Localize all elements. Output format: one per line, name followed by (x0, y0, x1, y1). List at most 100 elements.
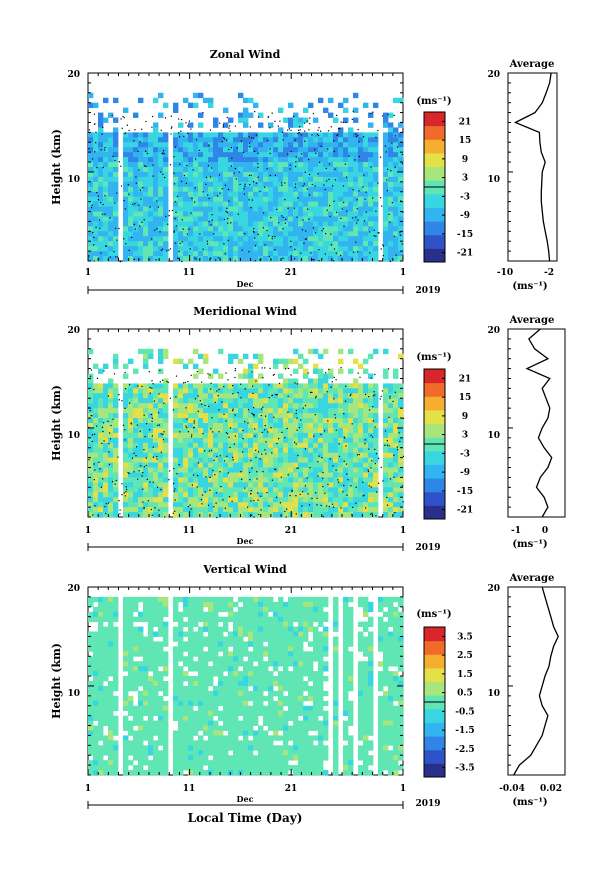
heatmap-cell (193, 176, 199, 183)
contour-dot (142, 488, 144, 490)
contour-dot (121, 400, 123, 402)
heatmap-cell (273, 502, 279, 508)
heatmap-cell (103, 705, 109, 712)
vertical-wind-panel: Vertical Wind Height (km) 20 10 1 11 21 … (50, 563, 566, 809)
heatmap-cell (258, 457, 264, 463)
heatmap-cell (173, 388, 179, 394)
heatmap-cell (288, 122, 294, 128)
heatmap-cell (133, 246, 139, 252)
heatmap-cell (128, 408, 134, 414)
heatmap-cell (208, 216, 214, 222)
heatmap-cell (153, 393, 159, 399)
heatmap-cell (343, 117, 349, 123)
heatmap-cell (98, 157, 104, 163)
heatmap-cell (238, 157, 244, 163)
contour-dot (227, 472, 229, 474)
heatmap-cell (143, 137, 149, 143)
heatmap-cell (93, 695, 99, 702)
heatmap-cell (368, 122, 374, 128)
heatmap-cell (113, 447, 119, 454)
contour-dot (133, 140, 135, 142)
heatmap-cell (143, 442, 149, 449)
heatmap-cell (113, 256, 119, 262)
heatmap-cell (243, 246, 249, 252)
heatmap-cell (248, 157, 254, 163)
contour-dot (358, 453, 360, 456)
heatmap-cell (283, 142, 289, 148)
contour-dot (315, 492, 317, 494)
heatmap-cell (108, 383, 114, 389)
contour-dot (297, 197, 299, 199)
heatmap-cell (373, 418, 379, 424)
heatmap-cell (288, 137, 294, 143)
heatmap-cell (253, 176, 259, 183)
heatmap-cell (343, 427, 349, 434)
heatmap-cell (88, 765, 94, 771)
contour-dot (369, 252, 371, 254)
heatmap-cell (173, 137, 179, 143)
heatmap-cell (238, 373, 244, 379)
heatmap-cell (138, 216, 144, 222)
heatmap-cell (223, 157, 229, 163)
heatmap-cell (98, 186, 104, 193)
heatmap-cell (308, 507, 314, 513)
heatmap-cell (293, 507, 299, 513)
heatmap-cell (263, 467, 269, 473)
heatmap-cell (128, 502, 134, 508)
heatmap-cell (313, 186, 319, 193)
contour-dot (259, 259, 261, 261)
contour-dot (179, 242, 181, 244)
heatmap-cell (88, 611, 94, 618)
contour-dot (109, 256, 111, 258)
heatmap-cell (388, 408, 394, 414)
heatmap-cell (263, 393, 269, 399)
heatmap-cell (223, 142, 229, 148)
contour-dot (382, 244, 384, 246)
heatmap-cell (133, 196, 139, 203)
heatmap-cell (288, 408, 294, 414)
heatmap-cell (163, 447, 169, 454)
heatmap-cell (318, 137, 324, 143)
heatmap-cell (93, 705, 99, 712)
heatmap-cell (98, 167, 104, 173)
contour-dot (193, 426, 195, 428)
heatmap-cell (148, 226, 154, 232)
contour-dot (121, 494, 123, 496)
heatmap-cell (198, 413, 204, 419)
heatmap-cell (148, 176, 154, 183)
heatmap-cell (223, 191, 229, 198)
contour-dot (193, 420, 195, 422)
heatmap-cell (123, 383, 129, 389)
heatmap-cell (163, 492, 169, 498)
heatmap-cell (343, 437, 349, 444)
heatmap-cell (273, 176, 279, 183)
heatmap-cell (188, 492, 194, 498)
heatmap-cell (218, 171, 224, 178)
heatmap-cell (233, 413, 239, 419)
contour-dot (196, 486, 198, 488)
contour-dot (373, 235, 375, 237)
heatmap-cell (388, 201, 394, 207)
contour-dot (295, 513, 297, 515)
heatmap-cell (298, 512, 304, 518)
heatmap-cell (163, 171, 169, 178)
contour-dot (401, 153, 403, 156)
contour-dot (291, 490, 293, 492)
contour-dot (257, 163, 259, 165)
heatmap-cell (358, 388, 364, 394)
contour-dot (253, 407, 255, 409)
heatmap-cell (258, 171, 264, 178)
contour-dot (174, 510, 176, 512)
heatmap-cell (338, 102, 344, 109)
contour-dot (281, 431, 283, 433)
contour-dot (241, 249, 243, 251)
heatmap-cell (308, 142, 314, 148)
heatmap-cell (98, 368, 104, 374)
heatmap-cell (348, 246, 354, 252)
heatmap-cell (313, 162, 319, 168)
heatmap-cell (263, 236, 269, 242)
contour-dot (263, 212, 265, 214)
heatmap-cell (313, 408, 319, 414)
contour-dot (178, 464, 180, 466)
heatmap-cell (268, 462, 274, 468)
